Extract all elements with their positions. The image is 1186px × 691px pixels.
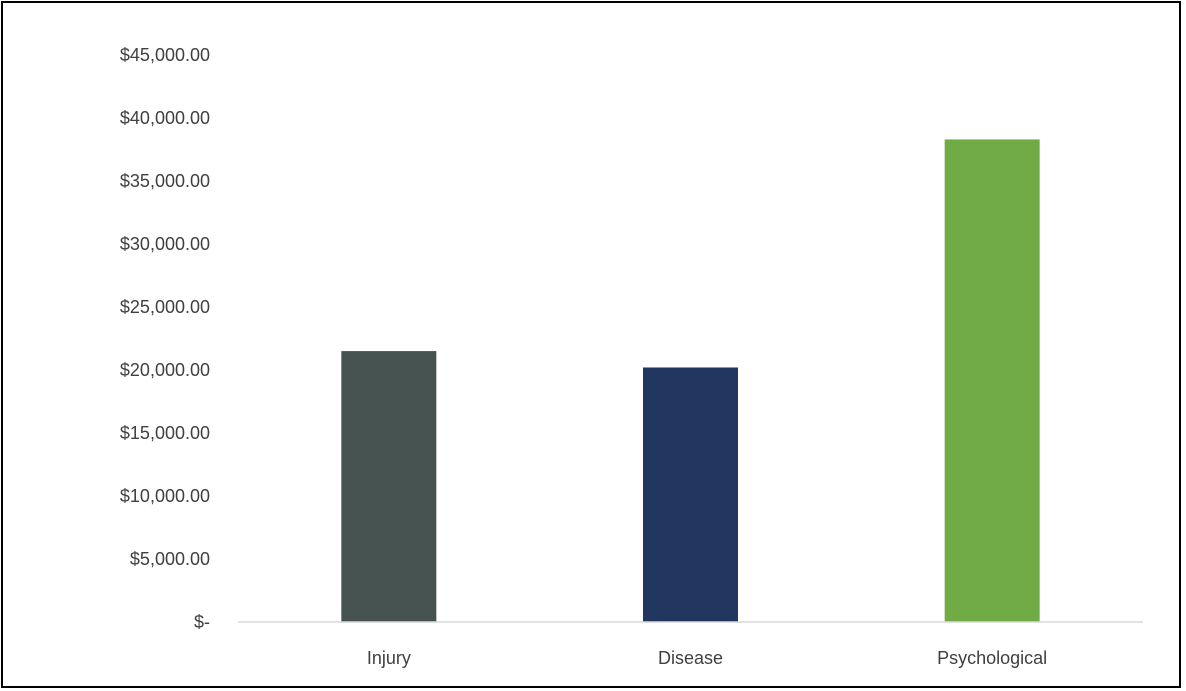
x-axis-labels: Injury Disease Psychological — [367, 648, 1047, 668]
bar-psychological — [944, 139, 1040, 623]
y-tick-label: $- — [194, 612, 210, 632]
y-tick-label: $35,000.00 — [120, 171, 210, 191]
bars — [341, 139, 1040, 623]
y-tick-label: $45,000.00 — [120, 45, 210, 65]
y-axis-labels: $- $5,000.00 $10,000.00 $15,000.00 $20,000.0… — [120, 45, 210, 632]
y-tick-label: $30,000.00 — [120, 234, 210, 254]
y-tick-label: $25,000.00 — [120, 297, 210, 317]
y-tick-label: $10,000.00 — [120, 486, 210, 506]
y-tick-label: $5,000.00 — [130, 549, 210, 569]
y-tick-label: $15,000.00 — [120, 423, 210, 443]
y-tick-label: $40,000.00 — [120, 108, 210, 128]
x-tick-label-psychological: Psychological — [937, 648, 1047, 668]
y-tick-label: $20,000.00 — [120, 360, 210, 380]
bar-disease — [643, 367, 738, 622]
x-tick-label-disease: Disease — [658, 648, 723, 668]
x-tick-label-injury: Injury — [367, 648, 411, 668]
bar-injury — [341, 351, 437, 622]
